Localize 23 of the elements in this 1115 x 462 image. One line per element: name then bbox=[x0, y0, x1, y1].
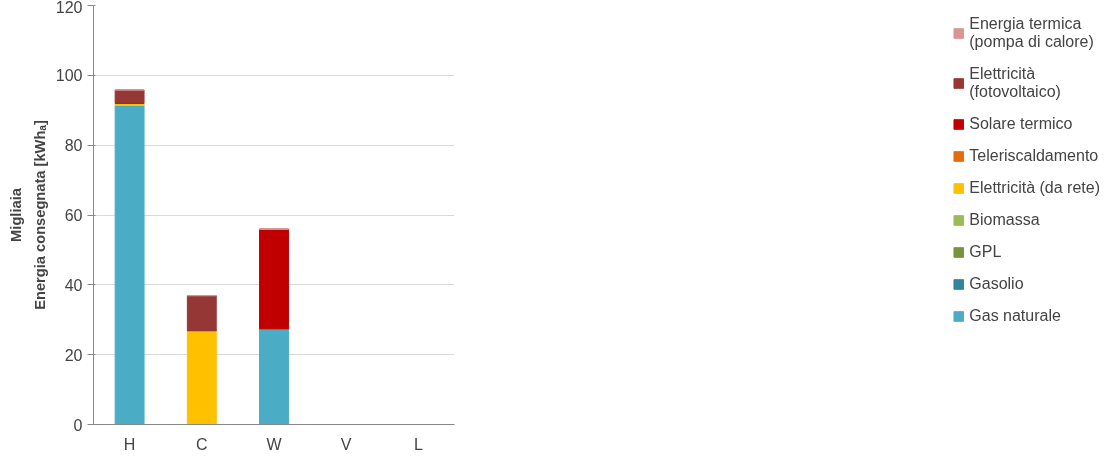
legend-label: Energia termica (pompa di calore) bbox=[969, 15, 1094, 51]
legend-label: Solare termico bbox=[969, 115, 1073, 133]
legend-label: Teleriscaldamento bbox=[969, 147, 1099, 165]
y-tick-label: 0 bbox=[73, 416, 83, 434]
x-tick-label: C bbox=[196, 435, 208, 453]
y-tick-label: 20 bbox=[64, 346, 83, 364]
y-tick-label: 40 bbox=[64, 276, 83, 294]
y-tick-label: 80 bbox=[64, 137, 83, 155]
legend-label: Biomassa bbox=[969, 211, 1040, 229]
x-tick-label: V bbox=[340, 435, 352, 453]
y-tick-label: 120 bbox=[55, 0, 83, 16]
y-tick-label: 60 bbox=[64, 207, 83, 224]
x-tick-label: H bbox=[123, 435, 136, 453]
y-axis-title: Energia consegnata [kWhₐ] bbox=[31, 120, 48, 310]
legend-label: Elettricità (da rete) bbox=[969, 179, 1100, 197]
x-tick-label: W bbox=[266, 435, 283, 453]
legend-label: Elettricità (fotovoltaico) bbox=[969, 65, 1061, 101]
legend-label: Gasolio bbox=[969, 275, 1024, 293]
y-tick-label: 100 bbox=[55, 67, 83, 85]
x-tick-label: L bbox=[413, 435, 423, 453]
legend-label: GPL bbox=[969, 243, 1002, 261]
text: Migliaia bbox=[7, 187, 24, 242]
legend-label: Gas naturale bbox=[969, 307, 1061, 325]
